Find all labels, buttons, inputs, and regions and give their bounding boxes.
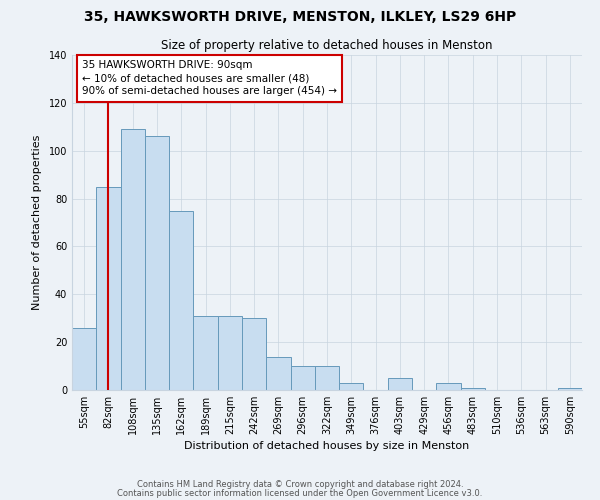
Text: 35, HAWKSWORTH DRIVE, MENSTON, ILKLEY, LS29 6HP: 35, HAWKSWORTH DRIVE, MENSTON, ILKLEY, L… (84, 10, 516, 24)
Bar (339, 383, 364, 390)
Bar (145, 136, 169, 390)
Bar (266, 356, 290, 390)
Bar (218, 316, 242, 390)
Text: Contains HM Land Registry data © Crown copyright and database right 2024.: Contains HM Land Registry data © Crown c… (137, 480, 463, 489)
Bar (96, 186, 121, 390)
Bar (121, 129, 145, 390)
X-axis label: Distribution of detached houses by size in Menston: Distribution of detached houses by size … (184, 441, 470, 451)
Text: 35 HAWKSWORTH DRIVE: 90sqm
← 10% of detached houses are smaller (48)
90% of semi: 35 HAWKSWORTH DRIVE: 90sqm ← 10% of deta… (82, 60, 337, 96)
Bar (388, 378, 412, 390)
Bar (193, 316, 218, 390)
Bar (315, 366, 339, 390)
Y-axis label: Number of detached properties: Number of detached properties (32, 135, 41, 310)
Bar (558, 388, 582, 390)
Bar (169, 210, 193, 390)
Bar (72, 328, 96, 390)
Bar (461, 388, 485, 390)
Bar (290, 366, 315, 390)
Bar (436, 383, 461, 390)
Text: Contains public sector information licensed under the Open Government Licence v3: Contains public sector information licen… (118, 488, 482, 498)
Bar (242, 318, 266, 390)
Title: Size of property relative to detached houses in Menston: Size of property relative to detached ho… (161, 40, 493, 52)
